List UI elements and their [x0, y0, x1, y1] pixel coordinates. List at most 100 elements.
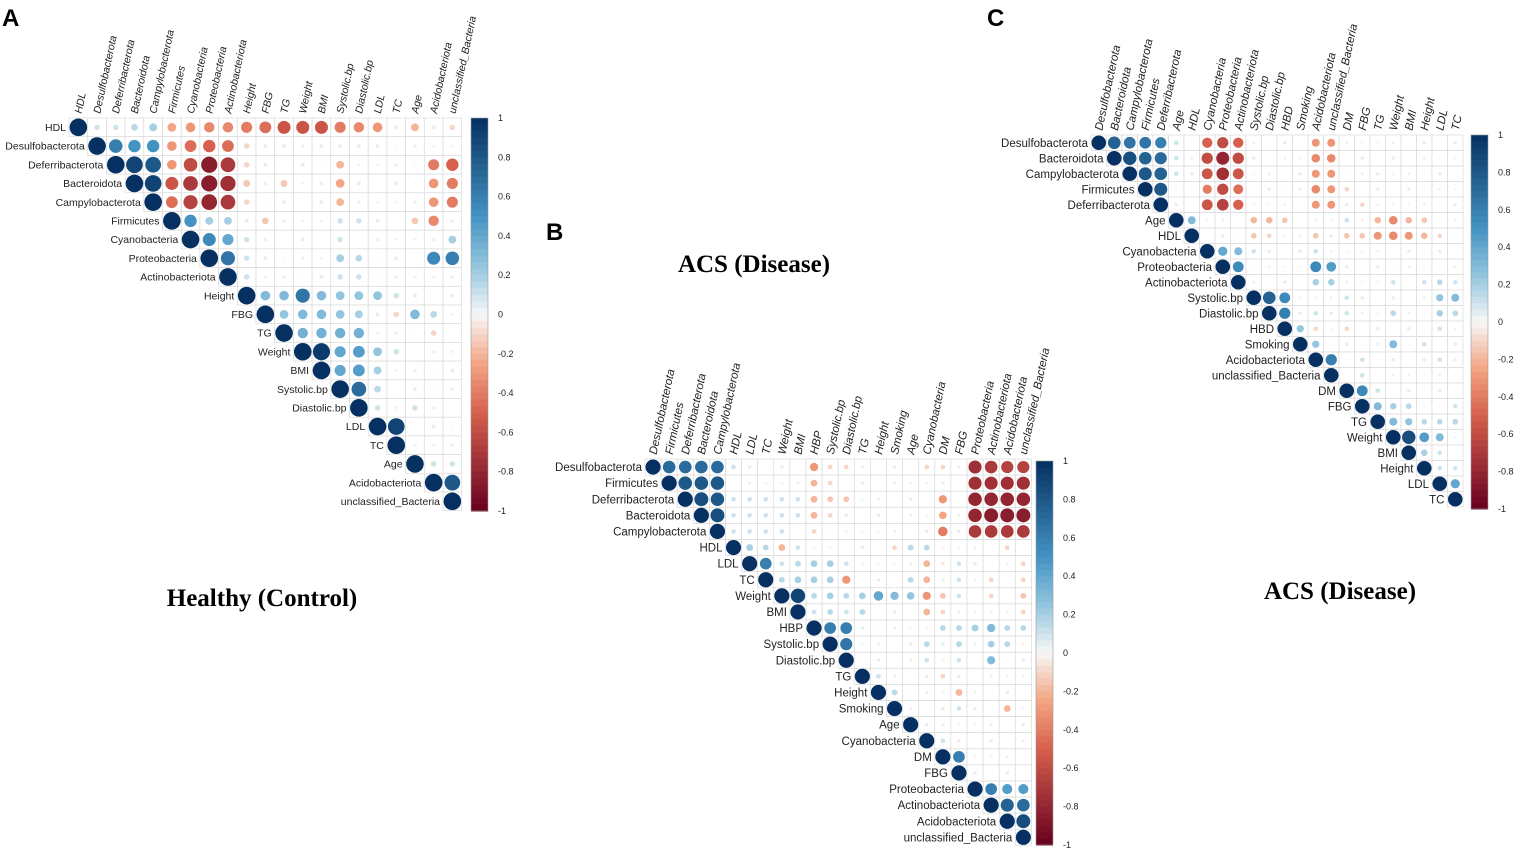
correlation-circle — [431, 125, 436, 130]
colorbar-segment — [1036, 678, 1053, 686]
diagonal-circle — [645, 459, 661, 475]
correlation-circle — [1000, 476, 1014, 490]
correlation-circle — [1423, 265, 1426, 268]
correlation-circle — [1345, 141, 1349, 145]
correlation-matrix-acs-b: Desulfobacterota Firmicutes Deferribactero… — [555, 347, 1078, 850]
diagonal-circle — [219, 268, 237, 286]
correlation-circle — [941, 481, 945, 485]
correlation-circle — [446, 158, 459, 171]
colorbar-segment — [471, 307, 488, 316]
correlation-circle — [1020, 609, 1026, 615]
colorbar-segment — [471, 131, 488, 139]
colorbar-segment — [1471, 265, 1488, 273]
colorbar-segment — [471, 366, 488, 375]
correlation-circle — [956, 657, 962, 663]
correlation-circle — [1312, 340, 1320, 348]
correlation-circle — [413, 387, 417, 392]
diagonal-circle — [1385, 429, 1401, 445]
correlation-circle — [746, 544, 754, 551]
correlation-circle — [877, 611, 880, 613]
colorbar-segment — [471, 484, 488, 492]
correlation-circle — [956, 577, 962, 583]
correlation-circle — [353, 327, 365, 339]
correlation-circle — [167, 122, 177, 132]
correlation-circle — [876, 513, 881, 518]
correlation-circle — [432, 294, 435, 297]
colorbar-segment — [1036, 621, 1053, 628]
correlation-circle — [1022, 707, 1025, 710]
correlation-circle — [243, 236, 250, 243]
correlation-circle — [1436, 418, 1443, 425]
row-label: Actinobacteriota — [898, 800, 981, 812]
row-label: FBG — [924, 768, 948, 780]
correlation-circle — [844, 530, 848, 533]
row-label: Firmicutes — [605, 478, 658, 490]
correlation-circle — [811, 592, 817, 599]
row-label: Height — [834, 687, 868, 699]
correlation-circle — [940, 609, 946, 615]
correlation-circle — [1330, 219, 1333, 222]
correlation-circle — [908, 497, 913, 501]
correlation-circle — [987, 623, 996, 633]
column-label: TC — [1450, 113, 1465, 131]
row-label: DM — [914, 752, 932, 764]
correlation-circle — [747, 465, 752, 469]
row-label: Desulfobacterota — [555, 462, 643, 474]
correlation-circle — [1022, 755, 1025, 758]
diagonal-circle — [838, 652, 854, 668]
colorbar-segment — [1036, 723, 1053, 731]
colorbar-segment — [1036, 614, 1053, 622]
correlation-circle — [450, 219, 455, 223]
caption-acs-disease-c: ACS (Disease) — [1264, 578, 1416, 605]
correlation-circle — [205, 216, 214, 225]
correlation-circle — [222, 233, 234, 246]
correlation-circle — [1454, 374, 1457, 377]
row-label: Bacteroidota — [63, 178, 122, 190]
correlation-circle — [353, 122, 365, 133]
correlation-circle — [1453, 358, 1457, 362]
colorbar-segment — [471, 242, 488, 250]
correlation-circle — [1452, 418, 1459, 425]
diagonal-circle — [983, 797, 999, 813]
correlation-circle — [731, 512, 736, 518]
colorbar-segment — [1036, 838, 1053, 846]
diagonal-circle — [1277, 321, 1293, 337]
correlation-circle — [990, 772, 993, 774]
correlation-circle — [413, 144, 417, 148]
correlation-circle — [1438, 373, 1442, 377]
correlation-circle — [413, 293, 417, 298]
correlation-circle — [990, 691, 993, 694]
correlation-circle — [1281, 217, 1288, 224]
correlation-circle — [201, 194, 218, 211]
panel-label-b: B — [546, 219, 563, 246]
correlation-circle — [1299, 296, 1302, 299]
correlation-circle — [1421, 341, 1427, 347]
correlation-circle — [827, 609, 834, 615]
correlation-circle — [1421, 217, 1428, 224]
correlation-circle — [989, 723, 993, 727]
correlation-circle — [357, 163, 361, 167]
correlation-circle — [394, 275, 398, 279]
correlation-circle — [1279, 307, 1291, 319]
diagonal-circle — [1323, 367, 1339, 383]
correlation-circle — [990, 707, 993, 710]
row-label: LDL — [346, 421, 365, 433]
correlation-circle — [1407, 249, 1411, 253]
diagonal-circle — [331, 380, 349, 398]
correlation-circle — [432, 369, 435, 372]
correlation-circle — [297, 309, 308, 320]
correlation-circle — [451, 406, 454, 409]
correlation-circle — [939, 625, 946, 631]
colorbar-segment — [1471, 471, 1488, 479]
colorbar-segment — [1036, 633, 1053, 641]
correlation-circle — [1268, 157, 1271, 160]
colorbar-segment — [1036, 793, 1053, 801]
colorbar-segment — [1036, 473, 1053, 481]
correlation-circle — [375, 218, 380, 223]
correlation-circle — [394, 406, 398, 410]
correlation-circle — [731, 529, 736, 534]
correlation-circle — [1420, 232, 1428, 240]
correlation-circle — [1345, 280, 1349, 284]
correlation-circle — [973, 706, 977, 711]
colorbar-segment — [1036, 659, 1053, 667]
